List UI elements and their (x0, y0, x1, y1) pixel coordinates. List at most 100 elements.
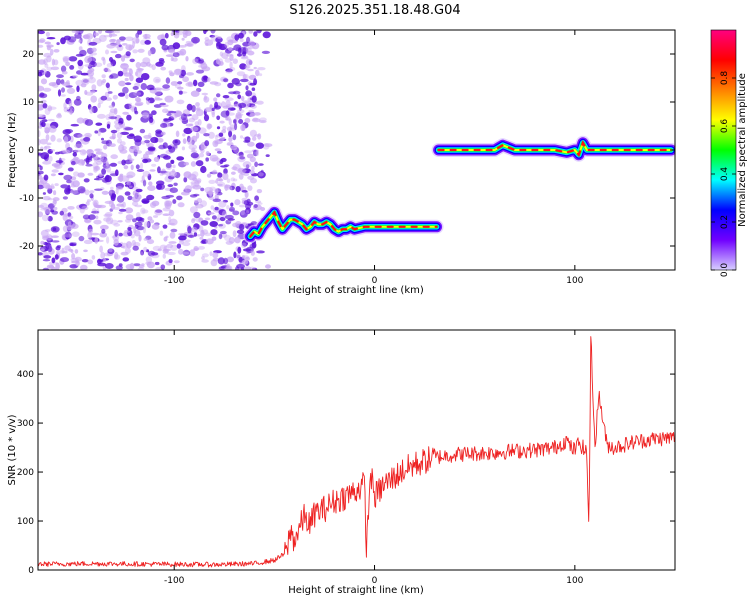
noise-blob (189, 194, 198, 198)
noise-blob (231, 166, 238, 171)
chart-title: S126.2025.351.18.48.G04 (289, 3, 460, 18)
noise-blob (141, 198, 150, 204)
noise-blob (235, 186, 241, 193)
noise-blob (219, 120, 225, 124)
noise-blob (60, 184, 69, 189)
noise-blob (74, 30, 79, 36)
noise-blob (160, 131, 166, 136)
noise-blob (216, 42, 223, 50)
noise-blob (135, 37, 140, 44)
noise-blob (105, 161, 109, 167)
noise-blob (139, 61, 148, 68)
noise-blob (106, 123, 111, 129)
noise-blob (163, 118, 171, 123)
noise-blob (170, 56, 174, 62)
snr-frame (37, 329, 676, 571)
noise-blob (81, 159, 85, 166)
noise-blob (69, 264, 78, 269)
x-tick-label: 0 (372, 576, 378, 586)
noise-blob (43, 58, 48, 65)
noise-blob (170, 159, 175, 164)
noise-blob (146, 239, 155, 245)
noise-blob (156, 180, 165, 186)
noise-blob (195, 69, 205, 74)
noise-blob (143, 237, 148, 241)
noise-blob (236, 263, 246, 269)
noise-blob (203, 133, 210, 137)
noise-blob (182, 138, 187, 145)
noise-blob (97, 113, 106, 119)
noise-blob (153, 88, 162, 96)
noise-blob (149, 169, 156, 172)
noise-blob (135, 98, 142, 103)
noise-blob (126, 171, 136, 178)
noise-blob (244, 191, 249, 198)
noise-blob (208, 179, 216, 184)
noise-blob (45, 31, 51, 37)
noise-blob (63, 174, 73, 181)
noise-blob (134, 229, 141, 237)
noise-blob (109, 108, 117, 113)
noise-blob (210, 259, 218, 267)
noise-blob (243, 74, 247, 79)
noise-blob (110, 186, 114, 191)
noise-blob (236, 71, 246, 77)
noise-blob (62, 149, 71, 154)
noise-blob (153, 104, 162, 108)
noise-blob (133, 145, 140, 153)
noise-blob (151, 200, 160, 207)
noise-blob (162, 253, 166, 259)
noise-blob (53, 49, 60, 53)
noise-blob (210, 229, 218, 236)
noise-blob (67, 221, 72, 227)
noise-blob (149, 89, 158, 94)
noise-blob (174, 84, 182, 89)
noise-blob (218, 266, 226, 270)
noise-blob (75, 260, 80, 267)
noise-blob (118, 232, 123, 237)
noise-blob (222, 95, 230, 99)
noise-blob (165, 235, 169, 239)
noise-blob (200, 62, 208, 70)
noise-blob (85, 163, 93, 167)
noise-blob (108, 116, 118, 120)
noise-blob (211, 111, 215, 118)
noise-blob (135, 188, 143, 193)
noise-blob (94, 62, 103, 68)
noise-blob (72, 180, 80, 188)
noise-blob (83, 137, 91, 142)
noise-blob (105, 114, 111, 121)
noise-blob (40, 248, 45, 251)
noise-blob (77, 134, 84, 138)
noise-blob (228, 136, 233, 142)
noise-blob (41, 119, 48, 123)
noise-blob (232, 230, 237, 238)
noise-blob (93, 219, 102, 225)
noise-blob (109, 162, 118, 167)
noise-blob (88, 228, 93, 234)
noise-blob (210, 30, 216, 34)
noise-blob (124, 103, 132, 110)
noise-blob (200, 187, 205, 192)
noise-blob (167, 145, 172, 150)
noise-blob (153, 98, 163, 101)
noise-blob (187, 137, 195, 145)
noise-blob (76, 85, 80, 93)
noise-blob (211, 215, 217, 220)
noise-blob (68, 215, 74, 220)
noise-blob (42, 87, 52, 92)
noise-blob (96, 208, 100, 215)
noise-blob (80, 138, 84, 142)
noise-blob (225, 214, 234, 220)
noise-blob (72, 75, 78, 78)
noise-blob (73, 156, 79, 160)
noise-blob (137, 48, 145, 53)
noise-blob (94, 130, 99, 134)
noise-blob (204, 39, 214, 46)
noise-blob (66, 87, 76, 94)
noise-blob (126, 114, 132, 121)
noise-blob (158, 144, 166, 150)
noise-blob (157, 248, 162, 252)
noise-blob (191, 218, 196, 224)
noise-blob (155, 78, 160, 83)
